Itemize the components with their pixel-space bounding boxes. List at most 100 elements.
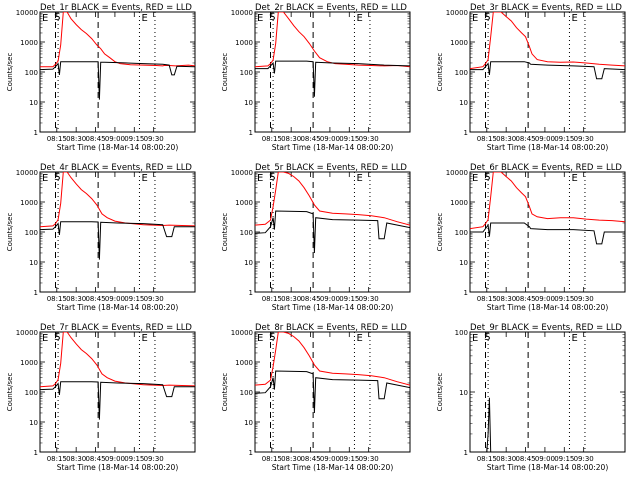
series-lld-line bbox=[255, 172, 410, 226]
x-tick-label: 09:15 bbox=[339, 135, 359, 143]
x-tick-label: 09:30 bbox=[144, 455, 164, 463]
y-tick-label: 100 bbox=[240, 389, 253, 397]
y-tick-label: 1000 bbox=[20, 39, 38, 47]
x-tick-label: 08:30 bbox=[496, 295, 516, 303]
y-tick-label: 1000 bbox=[20, 359, 38, 367]
marker-s: S bbox=[484, 172, 490, 183]
x-tick-label: 09:30 bbox=[359, 295, 379, 303]
chart-title: Det_7r BLACK = Events, RED = LLD bbox=[40, 323, 192, 333]
series-events-line bbox=[486, 397, 492, 452]
y-tick-label: 100 bbox=[455, 229, 468, 237]
y-axis-label: Counts/sec bbox=[221, 53, 229, 92]
plot-frame bbox=[469, 331, 626, 453]
x-tick-label: 09:15 bbox=[554, 455, 574, 463]
x-tick-label: 08:30 bbox=[66, 455, 86, 463]
marker-e2: E bbox=[571, 173, 577, 184]
marker-s: S bbox=[54, 12, 60, 23]
marker-e1: E bbox=[472, 13, 478, 24]
marker-e1: E bbox=[257, 173, 263, 184]
x-tick-label: 08:30 bbox=[66, 295, 86, 303]
chart-panel-3: Det_3r BLACK = Events, RED = LLD 1 10 100 10… bbox=[436, 3, 626, 152]
marker-s: S bbox=[269, 332, 275, 343]
y-tick-label: 10000 bbox=[446, 9, 468, 17]
y-tick-label: 1 bbox=[249, 289, 253, 297]
series-events-line bbox=[470, 222, 625, 245]
y-tick-label: 1000 bbox=[450, 199, 468, 207]
marker-e2: E bbox=[356, 173, 362, 184]
x-tick-label: 09:15 bbox=[124, 455, 144, 463]
marker-e1: E bbox=[42, 173, 48, 184]
series-lld-line bbox=[470, 172, 625, 230]
x-tick-label: 09:30 bbox=[144, 295, 164, 303]
y-tick-label: 10 bbox=[459, 99, 468, 107]
marker-e2: E bbox=[571, 333, 577, 344]
x-tick-label: 09:15 bbox=[124, 135, 144, 143]
chart-title: Det_3r BLACK = Events, RED = LLD bbox=[470, 3, 622, 13]
x-tick-label: 09:00 bbox=[535, 455, 555, 463]
x-tick-label: 09:15 bbox=[124, 295, 144, 303]
x-tick-label: 08:30 bbox=[281, 295, 301, 303]
x-tick-label: 09:00 bbox=[105, 455, 125, 463]
x-tick-label: 09:15 bbox=[554, 295, 574, 303]
x-tick-label: 08:15 bbox=[477, 295, 497, 303]
x-tick-label: 09:00 bbox=[105, 295, 125, 303]
marker-e1: E bbox=[42, 13, 48, 24]
x-tick-label: 08:15 bbox=[47, 135, 67, 143]
x-axis-label: Start Time (18-Mar-14 08:00:20) bbox=[487, 303, 609, 312]
x-axis-label: Start Time (18-Mar-14 08:00:20) bbox=[57, 303, 179, 312]
marker-e2: E bbox=[141, 333, 147, 344]
x-tick-label: 08:15 bbox=[262, 135, 282, 143]
series-events-line bbox=[255, 60, 410, 97]
series-events-line bbox=[40, 61, 195, 100]
x-tick-label: 08:45 bbox=[515, 135, 535, 143]
marker-e2: E bbox=[356, 13, 362, 24]
x-tick-label: 09:00 bbox=[320, 135, 340, 143]
y-tick-label: 100 bbox=[240, 69, 253, 77]
chart-panel-5: Det_5r BLACK = Events, RED = LLD 1 10 100 10… bbox=[221, 163, 411, 312]
y-tick-label: 10 bbox=[244, 259, 253, 267]
x-tick-label: 09:00 bbox=[320, 455, 340, 463]
marker-e1: E bbox=[42, 333, 48, 344]
y-axis-label: Counts/sec bbox=[436, 213, 444, 252]
x-tick-label: 08:15 bbox=[47, 295, 67, 303]
y-tick-label: 1 bbox=[464, 129, 468, 137]
plot-frame bbox=[254, 171, 411, 293]
y-axis-label: Counts/sec bbox=[221, 213, 229, 252]
chart-panel-8: Det_8r BLACK = Events, RED = LLD 1 10 100 10… bbox=[221, 323, 411, 472]
series-lld-line bbox=[255, 12, 410, 68]
chart-title: Det_4r BLACK = Events, RED = LLD bbox=[40, 163, 192, 173]
x-tick-label: 09:00 bbox=[320, 295, 340, 303]
y-axis-label: Counts/sec bbox=[436, 373, 444, 412]
x-tick-label: 08:45 bbox=[85, 135, 105, 143]
chart-title: Det_1r BLACK = Events, RED = LLD bbox=[40, 3, 192, 13]
x-tick-label: 09:00 bbox=[535, 295, 555, 303]
x-tick-label: 09:00 bbox=[105, 135, 125, 143]
x-tick-label: 09:15 bbox=[339, 295, 359, 303]
chart-title: Det_8r BLACK = Events, RED = LLD bbox=[255, 323, 407, 333]
chart-title: Det_9r BLACK = Events, RED = LLD bbox=[470, 323, 622, 333]
y-tick-label: 100 bbox=[455, 329, 468, 337]
x-tick-label: 09:30 bbox=[574, 455, 594, 463]
plot-frame bbox=[39, 11, 196, 133]
series-events-line bbox=[255, 210, 410, 254]
x-tick-label: 08:30 bbox=[496, 455, 516, 463]
series-lld-line bbox=[40, 172, 195, 228]
y-tick-label: 1 bbox=[249, 129, 253, 137]
x-axis-label: Start Time (18-Mar-14 08:00:20) bbox=[57, 143, 179, 152]
y-tick-label: 10000 bbox=[231, 9, 253, 17]
y-tick-label: 10000 bbox=[231, 329, 253, 337]
y-tick-label: 100 bbox=[25, 229, 38, 237]
marker-e2: E bbox=[141, 13, 147, 24]
series-events-line bbox=[40, 381, 195, 420]
chart-panel-2: Det_2r BLACK = Events, RED = LLD 1 10 100 10… bbox=[221, 3, 411, 152]
marker-e2: E bbox=[141, 173, 147, 184]
marker-s: S bbox=[54, 332, 60, 343]
y-tick-label: 100 bbox=[25, 389, 38, 397]
x-tick-label: 08:45 bbox=[85, 295, 105, 303]
marker-s: S bbox=[269, 12, 275, 23]
marker-s: S bbox=[269, 172, 275, 183]
series-events-line bbox=[40, 221, 195, 260]
marker-s: S bbox=[54, 172, 60, 183]
x-tick-label: 09:15 bbox=[339, 455, 359, 463]
marker-e1: E bbox=[472, 333, 478, 344]
